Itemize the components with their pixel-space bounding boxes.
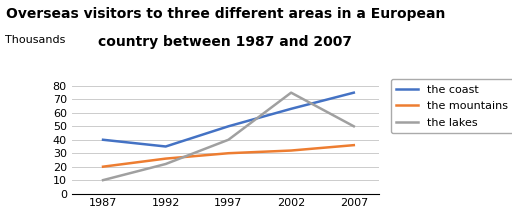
the coast (351, 91, 357, 94)
the lakes (163, 163, 169, 165)
the mountains (100, 165, 106, 168)
the lakes (225, 138, 231, 141)
the mountains (351, 144, 357, 147)
the lakes (100, 179, 106, 182)
Line: the coast: the coast (103, 93, 354, 147)
the lakes (351, 125, 357, 128)
the mountains (225, 152, 231, 154)
Line: the lakes: the lakes (103, 93, 354, 180)
the mountains (163, 157, 169, 160)
Line: the mountains: the mountains (103, 145, 354, 167)
the coast (163, 145, 169, 148)
Text: Thousands: Thousands (5, 35, 66, 45)
the mountains (288, 149, 294, 152)
the lakes (288, 91, 294, 94)
the coast (100, 138, 106, 141)
Legend: the coast, the mountains, the lakes: the coast, the mountains, the lakes (391, 79, 512, 134)
the coast (288, 108, 294, 110)
the coast (225, 125, 231, 128)
Text: Overseas visitors to three different areas in a European: Overseas visitors to three different are… (6, 7, 445, 21)
Text: country between 1987 and 2007: country between 1987 and 2007 (98, 35, 352, 49)
